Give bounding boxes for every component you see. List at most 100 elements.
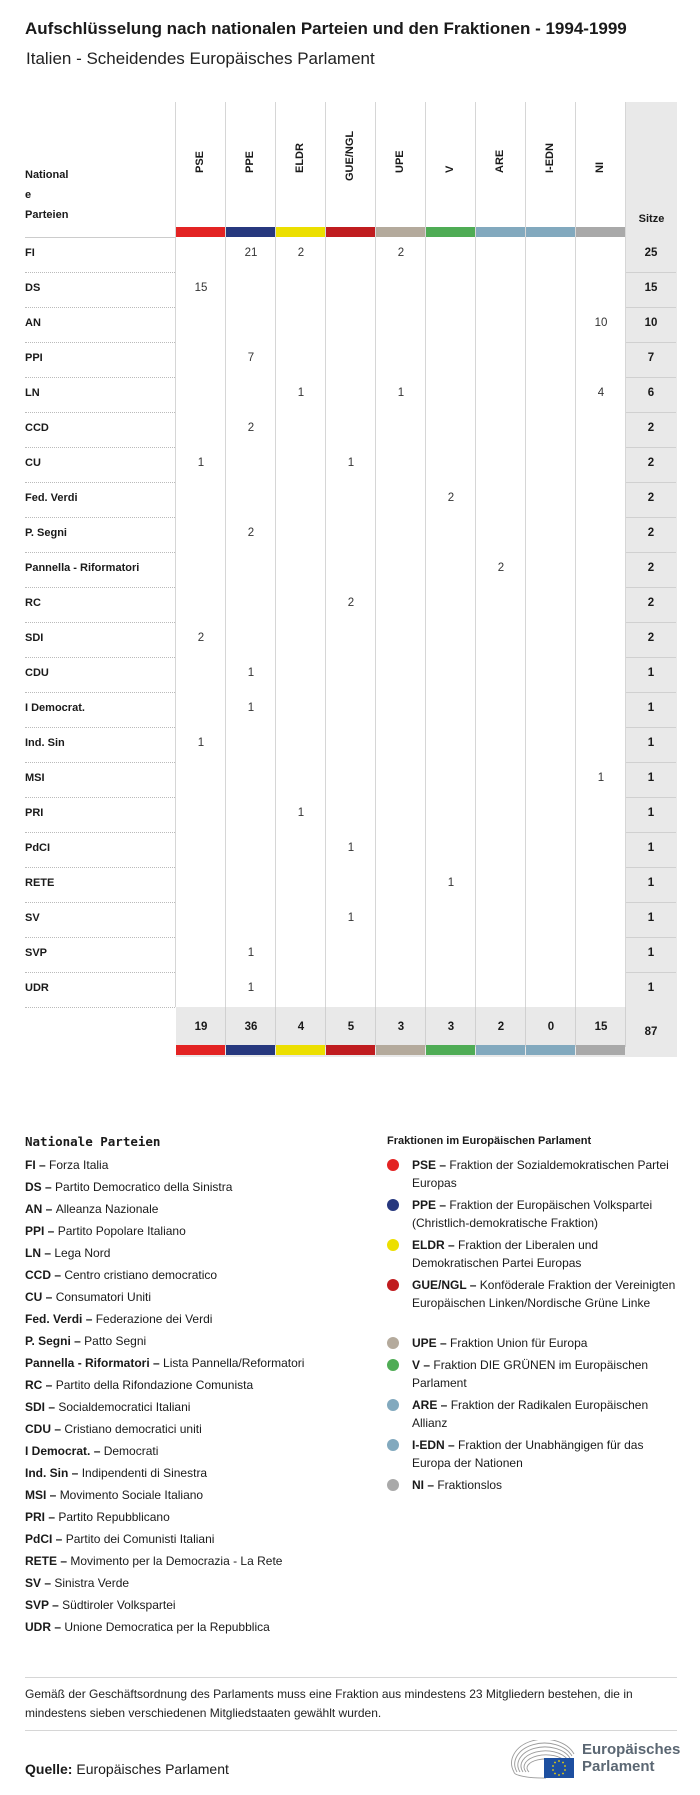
table-cell: 1 (347, 912, 355, 924)
separator: – (51, 1268, 65, 1282)
row-header-line: Parteien (25, 209, 69, 221)
party-name: Partito della Rifondazione Comunista (55, 1378, 254, 1392)
party-code: I Democrat. (25, 1444, 91, 1458)
group-legend-item: PPE – Fraktion der Europäischen Volkspar… (412, 1196, 682, 1232)
group-color-bar (576, 1045, 625, 1055)
party-name: Partito dei Comunisti Italiani (65, 1532, 215, 1546)
row-party-label: SVP (25, 947, 48, 959)
national-party-legend-item: SDI – Socialdemocratici Italiani (25, 1398, 190, 1416)
grand-total: 87 (644, 1026, 658, 1038)
row-divider (626, 587, 676, 588)
separator: – (68, 1466, 82, 1480)
row-divider (626, 972, 676, 973)
table-cell: 1 (197, 737, 205, 749)
row-party-label: UDR (25, 982, 49, 994)
party-name: Movimento Sociale Italiano (59, 1488, 204, 1502)
group-legend-item: PSE – Fraktion der Sozialdemokratischen … (412, 1156, 682, 1192)
row-total: 2 (647, 422, 655, 434)
row-divider (25, 622, 175, 623)
group-legend-item: V – Fraktion DIE GRÜNEN im Europäischen … (412, 1356, 682, 1392)
separator: – (444, 1438, 459, 1452)
row-party-label: Fed. Verdi (25, 492, 78, 504)
group-color-bar (276, 1045, 325, 1055)
column-divider (575, 1007, 576, 1047)
national-party-legend-item: PPI – Partito Popolare Italiano (25, 1222, 186, 1240)
group-color-bar (226, 1045, 275, 1055)
column-total: 36 (244, 1021, 258, 1033)
column-header-pse: PSE (194, 150, 206, 173)
party-name: Partito Democratico della Sinistra (55, 1180, 233, 1194)
national-party-legend-item: Ind. Sin – Indipendenti di Sinestra (25, 1464, 207, 1482)
row-divider (25, 412, 175, 413)
row-party-label: PdCI (25, 842, 51, 854)
column-total: 19 (194, 1021, 208, 1033)
group-color-bar (476, 227, 525, 237)
party-name: Forza Italia (49, 1158, 109, 1172)
row-divider (25, 447, 175, 448)
group-color-dot-icon (387, 1337, 399, 1349)
table-cell: 2 (247, 527, 255, 539)
table-cell: 7 (247, 352, 255, 364)
row-divider (25, 342, 175, 343)
column-header-gue-ngl: GUE/NGL (344, 130, 356, 181)
separator: – (436, 1336, 451, 1350)
column-divider (475, 1007, 476, 1047)
row-party-label: PPI (25, 352, 43, 364)
separator: – (41, 1576, 55, 1590)
row-total: 2 (647, 457, 655, 469)
column-divider (175, 102, 176, 1007)
party-code: PdCI (25, 1532, 53, 1546)
row-total: 10 (644, 317, 658, 329)
national-party-legend-item: Pannella - Riformatori – Lista Pannella/… (25, 1354, 304, 1372)
row-divider (626, 867, 676, 868)
column-total: 4 (297, 1021, 305, 1033)
row-divider (25, 1007, 175, 1008)
party-name: Partito Repubblicano (58, 1510, 170, 1524)
group-color-bar (426, 227, 475, 237)
group-code: PPE (412, 1198, 437, 1212)
row-party-label: I Democrat. (25, 702, 85, 714)
column-divider (425, 102, 426, 1007)
row-divider (626, 622, 676, 623)
column-header-ni: NI (594, 162, 606, 173)
party-code: CU (25, 1290, 43, 1304)
group-color-dot-icon (387, 1439, 399, 1451)
row-party-label: P. Segni (25, 527, 67, 539)
group-color-bar (526, 1045, 575, 1055)
party-name: Unione Democratica per la Repubblica (64, 1620, 270, 1634)
separator: – (444, 1238, 459, 1252)
row-divider (626, 342, 676, 343)
group-color-bar (226, 227, 275, 237)
column-divider (525, 1007, 526, 1047)
column-divider (425, 1007, 426, 1047)
table-cell: 1 (447, 877, 455, 889)
national-party-legend-item: CU – Consumatori Uniti (25, 1288, 151, 1306)
row-divider (25, 692, 175, 693)
table-cell: 1 (247, 947, 255, 959)
party-code: SV (25, 1576, 42, 1590)
row-divider (626, 762, 676, 763)
row-total: 2 (647, 597, 655, 609)
row-party-label: LN (25, 387, 40, 399)
separator: – (46, 1488, 60, 1502)
party-name: Indipendenti di Sinestra (81, 1466, 208, 1480)
table-cell: 2 (497, 562, 505, 574)
separator: – (436, 1198, 450, 1212)
row-divider (626, 307, 676, 308)
column-divider (375, 1007, 376, 1047)
party-name: Sinistra Verde (54, 1576, 130, 1590)
party-code: PPI (25, 1224, 45, 1238)
row-divider (25, 657, 175, 658)
column-header-ppe: PPE (244, 150, 256, 173)
row-divider (626, 727, 676, 728)
separator: – (90, 1444, 104, 1458)
row-party-label: Ind. Sin (25, 737, 65, 749)
national-party-legend-item: UDR – Unione Democratica per la Repubbli… (25, 1618, 270, 1636)
separator: – (420, 1358, 434, 1372)
national-party-legend-item: MSI – Movimento Sociale Italiano (25, 1486, 203, 1504)
party-name: Südtiroler Volkspartei (62, 1598, 176, 1612)
table-cell: 2 (297, 247, 305, 259)
column-total: 3 (447, 1021, 455, 1033)
row-divider (25, 272, 175, 273)
party-code: MSI (25, 1488, 47, 1502)
